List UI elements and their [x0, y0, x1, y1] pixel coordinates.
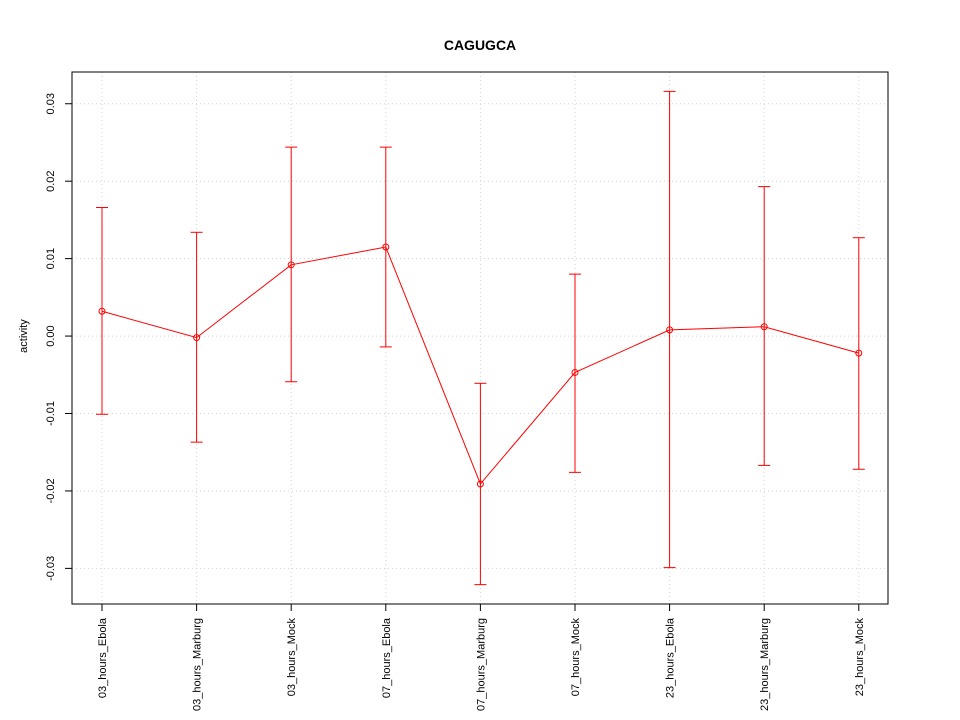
y-tick-label: -0.01: [45, 401, 57, 426]
y-axis-label: activity: [18, 319, 30, 353]
error-bar: [96, 207, 108, 415]
data-point: [98, 307, 106, 315]
x-tick-label: 23_hours_Mock: [854, 618, 866, 697]
data-point: [571, 368, 579, 376]
x-tick-label: 07_hours_Marburg: [475, 618, 487, 711]
y-tick-label: 0.02: [45, 170, 57, 191]
series: [96, 90, 865, 586]
error-bar: [285, 146, 298, 383]
error-bar: [852, 237, 865, 470]
data-point: [382, 243, 390, 251]
data-point: [287, 261, 295, 269]
data-point: [855, 349, 863, 357]
x-tick-label: 03_hours_Marburg: [192, 618, 204, 711]
x-tick-label: 07_hours_Mock: [570, 618, 582, 697]
chart-title: CAGUGCA: [444, 37, 516, 53]
y-tick-label: 0.01: [45, 248, 57, 269]
y-tick-label: 0.03: [45, 93, 57, 114]
error-bar: [569, 273, 581, 473]
y-axis: -0.03 -0.02 -0.01 0.00 0.01 0.02 0.03: [45, 93, 72, 581]
error-bar: [758, 186, 771, 466]
x-tick-label: 03_hours_Ebola: [97, 617, 109, 698]
data-point: [666, 326, 674, 334]
x-tick-label: 07_hours_Ebola: [381, 617, 393, 698]
data-point: [760, 323, 768, 331]
y-tick-label: -0.03: [45, 556, 57, 581]
y-tick-label: -0.02: [45, 478, 57, 503]
data-point: [193, 334, 201, 342]
error-bar: [190, 231, 203, 443]
data-point: [476, 480, 484, 488]
error-bar: [663, 90, 676, 569]
error-bar: [379, 146, 392, 348]
x-tick-label: 23_hours_Ebola: [665, 617, 677, 698]
y-tick-label: 0.00: [45, 325, 57, 346]
x-axis: 03_hours_Ebola 03_hours_Marburg 03_hours_M…: [97, 604, 866, 711]
error-bar: [474, 382, 487, 586]
x-tick-label: 23_hours_Marburg: [759, 618, 771, 711]
x-tick-label: 03_hours_Mock: [286, 618, 298, 697]
